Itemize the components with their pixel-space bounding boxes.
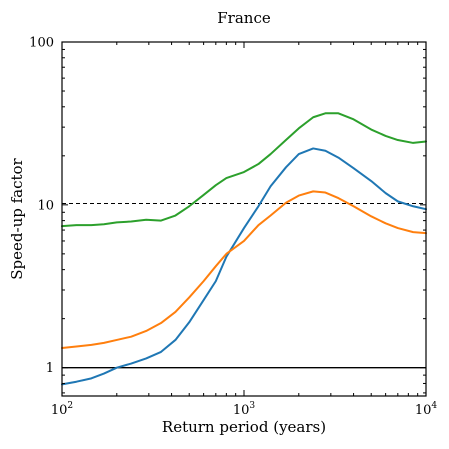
axis-ticks	[61, 41, 427, 396]
series-line-3	[61, 112, 427, 228]
series-line-2	[61, 190, 427, 350]
y-tick-label: 10	[37, 198, 54, 213]
y-axis-label: Speed-up factor	[8, 157, 26, 279]
x-tick-label: 103	[233, 401, 256, 418]
x-tick-label: 102	[51, 401, 73, 418]
tick-labels: 102 103 104 1 10 100	[29, 36, 437, 419]
y-tick-label: 1	[46, 361, 54, 376]
chart-title: France	[217, 9, 271, 27]
reference-lines	[62, 202, 426, 369]
y-tick-label: 100	[29, 36, 54, 51]
series-line-1	[61, 147, 427, 386]
x-axis-label: Return period (years)	[162, 418, 326, 436]
series-group	[61, 112, 427, 386]
x-tick-label: 104	[415, 401, 438, 418]
plot-frame	[61, 41, 427, 397]
